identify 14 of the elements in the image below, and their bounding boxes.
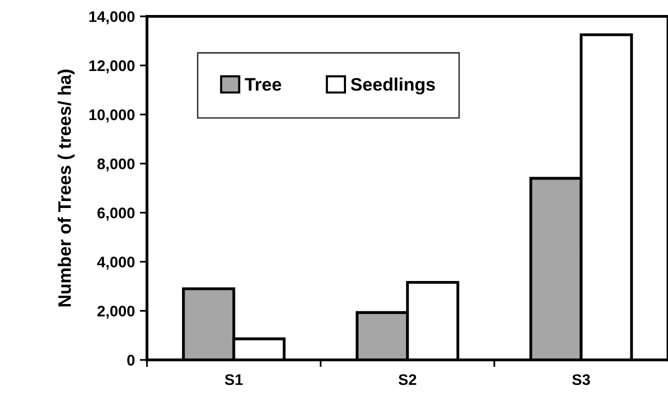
x-tick-label: S2: [398, 374, 416, 386]
y-tick-label: 2,000: [97, 306, 135, 319]
y-tick-label: 4,000: [97, 256, 135, 270]
y-tick-label: 10,000: [89, 109, 135, 122]
legend-label: Seedlings: [350, 78, 435, 94]
y-tick-label: 12,000: [89, 60, 135, 74]
y-tick-label: 6,000: [97, 208, 135, 221]
y-tick-label: 14,000: [89, 11, 135, 24]
y-tick-label: 0: [127, 354, 135, 366]
x-tick-label: S3: [572, 374, 590, 386]
x-tick-label: S1: [224, 374, 243, 386]
legend-label: Tree: [244, 78, 282, 91]
y-tick-label: 8,000: [97, 158, 135, 172]
y-axis-title: Number of Trees ( trees/ ha): [58, 70, 75, 306]
